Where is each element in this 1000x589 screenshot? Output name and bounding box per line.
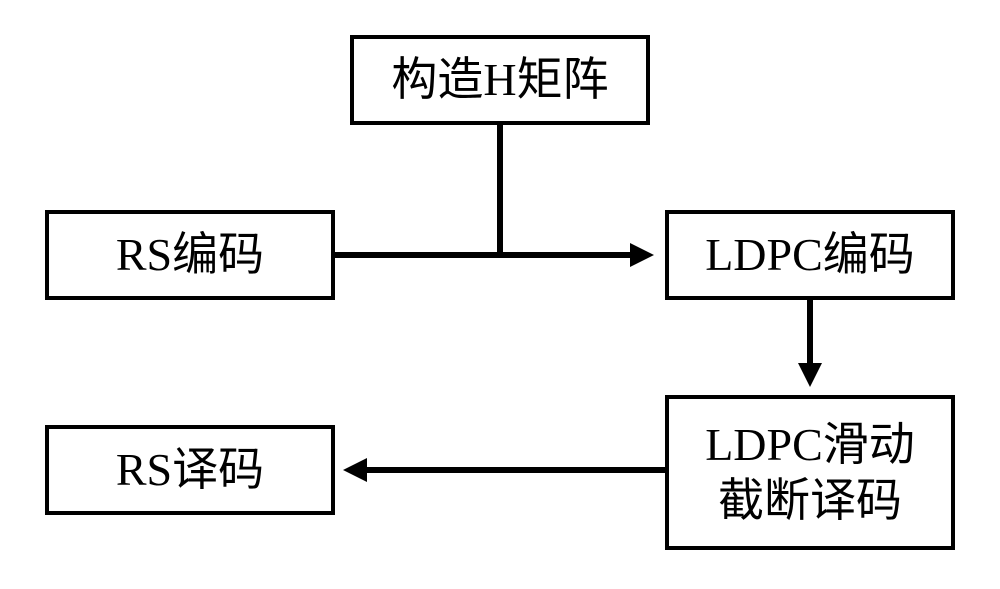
flowchart-arrows: [0, 0, 1000, 589]
